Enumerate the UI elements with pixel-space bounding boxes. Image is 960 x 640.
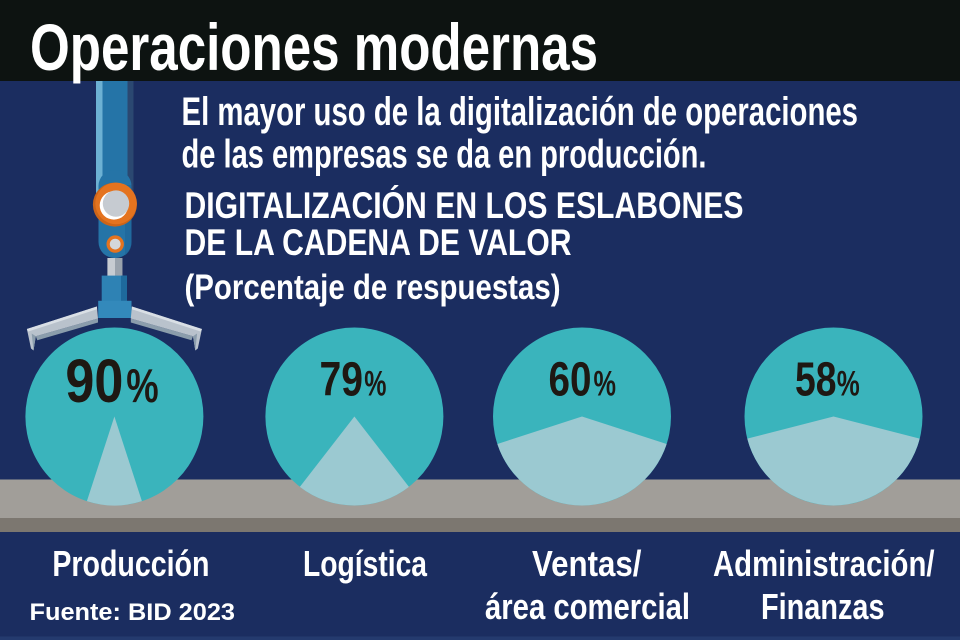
- svg-text:Finanzas: Finanzas: [761, 586, 885, 627]
- svg-text:60: 60: [549, 353, 592, 407]
- svg-text:79: 79: [320, 353, 364, 407]
- svg-text:(Porcentaje de respuestas): (Porcentaje de respuestas): [185, 268, 561, 307]
- svg-text:El mayor uso de la digitalizac: El mayor uso de la digitalización de ope…: [182, 90, 859, 134]
- svg-text:Fuente: BID 2023: Fuente: BID 2023: [30, 599, 236, 626]
- svg-text:área comercial: área comercial: [485, 586, 690, 627]
- svg-text:de las empresas se da en produ: de las empresas se da en producción.: [182, 133, 707, 177]
- svg-text:Logística: Logística: [303, 543, 428, 584]
- svg-text:%: %: [837, 365, 860, 404]
- svg-text:Ventas/: Ventas/: [532, 543, 642, 584]
- svg-text:Producción: Producción: [52, 543, 209, 584]
- svg-text:%: %: [364, 365, 386, 404]
- svg-text:90: 90: [65, 347, 123, 415]
- svg-text:DIGITALIZACIÓN EN LOS ESLABONE: DIGITALIZACIÓN EN LOS ESLABONES: [185, 184, 744, 226]
- svg-text:DE LA CADENA DE VALOR: DE LA CADENA DE VALOR: [185, 222, 572, 263]
- svg-text:Administración/: Administración/: [713, 543, 935, 584]
- svg-text:Operaciones modernas: Operaciones modernas: [30, 10, 598, 84]
- svg-text:%: %: [594, 365, 617, 404]
- svg-text:%: %: [126, 359, 158, 412]
- svg-text:58: 58: [795, 353, 837, 407]
